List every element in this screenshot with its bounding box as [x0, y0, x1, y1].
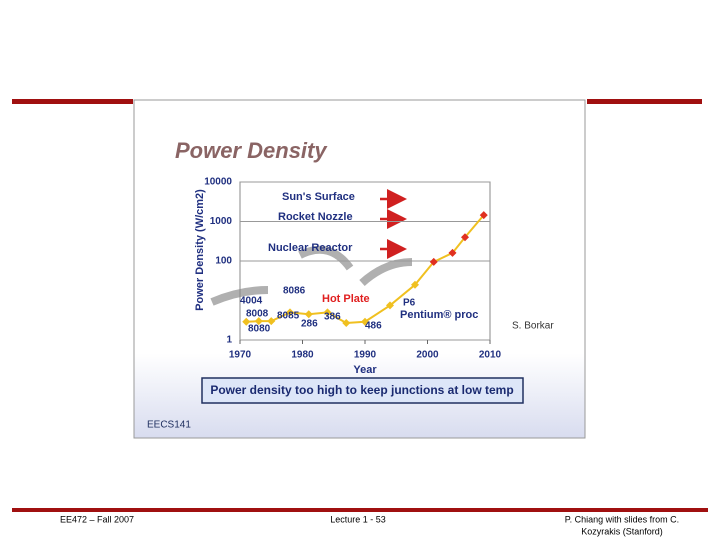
x-tick-label: 1990: [354, 350, 377, 361]
rule: [587, 99, 702, 104]
annotation: 4004: [240, 296, 263, 307]
annotation: 486: [365, 321, 382, 332]
x-tick-label: 1970: [229, 350, 252, 361]
data-point: [286, 308, 294, 317]
footer-left: EE472 – Fall 2007: [60, 514, 134, 524]
data-point: [429, 257, 438, 266]
data-point: [461, 233, 469, 242]
y-tick-label: 1: [226, 335, 232, 346]
annotation: Pentium® proc: [400, 309, 478, 321]
data-point: [242, 317, 251, 326]
x-axis-label: Year: [353, 364, 377, 376]
y-tick-label: 10000: [204, 177, 232, 188]
annotation: 8086: [283, 286, 306, 297]
annotation: 8085: [277, 311, 300, 322]
source: EECS141: [147, 420, 191, 431]
y-tick-label: 100: [215, 256, 232, 267]
footer-right: Kozyrakis (Stanford): [581, 526, 663, 536]
footer-center: Lecture 1 - 53: [330, 514, 386, 524]
data-point: [448, 248, 457, 257]
annotation: 386: [324, 312, 341, 323]
data-point: [254, 317, 263, 326]
x-tick-label: 2010: [479, 350, 502, 361]
annotation: Nuclear Reactor: [268, 242, 353, 254]
chart-title: Power Density: [175, 138, 328, 163]
data-point: [479, 211, 488, 220]
annotation: 8080: [248, 324, 271, 335]
data-point: [323, 308, 332, 317]
annotation: 286: [301, 319, 318, 330]
caption-box: [201, 377, 524, 404]
annotation: Sun's Surface: [282, 191, 355, 203]
y-axis-label: Power Density (W/cm2): [194, 189, 206, 311]
data-point: [304, 310, 313, 319]
data-point: [342, 318, 351, 327]
data-point: [267, 317, 276, 326]
annotation: Rocket Nozzle: [278, 211, 353, 223]
y-tick-label: 1000: [210, 216, 233, 227]
annotation: S. Borkar: [512, 321, 554, 332]
annotation: 8008: [246, 309, 269, 320]
rule: [12, 508, 708, 512]
data-point: [411, 280, 419, 289]
data-point: [361, 317, 369, 326]
x-tick-label: 1980: [291, 350, 314, 361]
rule: [12, 99, 133, 104]
data-point: [386, 301, 394, 310]
caption: Power density too high to keep junctions…: [210, 383, 513, 397]
data-line: [246, 214, 485, 324]
annotation: Hot Plate: [322, 293, 370, 305]
x-tick-label: 2000: [416, 350, 439, 361]
footer-right: P. Chiang with slides from C.: [565, 514, 679, 524]
annotation: P6: [403, 298, 416, 309]
